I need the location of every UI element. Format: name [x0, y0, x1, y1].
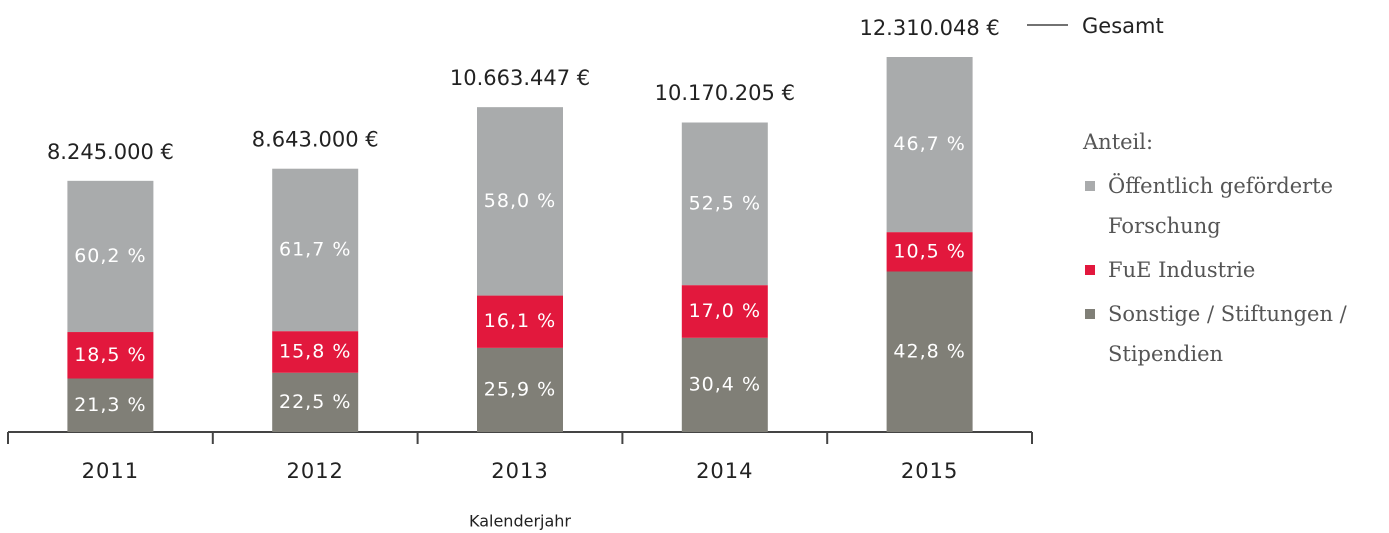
bar-segment	[681, 122, 768, 286]
legend-label: FuE Industrie	[1108, 258, 1256, 282]
bar-segment	[67, 332, 154, 379]
bar-segment	[272, 168, 359, 332]
segment-label: 16,1 %	[484, 310, 556, 332]
segment-label: 22,5 %	[279, 391, 351, 413]
legend-entries: Öffentlich geförderte Forschung FuE Indus…	[1083, 166, 1383, 374]
x-axis-label: Kalenderjahr	[469, 512, 571, 531]
bar-segment	[477, 107, 563, 296]
segment-label: 42,8 %	[893, 340, 965, 362]
segment-label: 10,5 %	[893, 240, 965, 262]
bar-segment	[886, 57, 973, 233]
total-label: 10.170.205 €	[655, 81, 795, 105]
total-label: 10.663.447 €	[450, 66, 590, 90]
legend-label: Sonstige / Stiftungen / Stipendien	[1108, 302, 1347, 366]
total-label: 8.245.000 €	[47, 140, 174, 164]
legend: Anteil: Öffentlich geförderte Forschung F…	[1083, 122, 1383, 374]
bar-segment	[681, 337, 768, 432]
x-tick-label: 2015	[901, 459, 958, 483]
bar-segment	[681, 285, 768, 338]
legend-entry: FuE Industrie	[1083, 250, 1383, 290]
bar-segment	[886, 232, 973, 272]
bar-segment	[886, 271, 973, 432]
bar-segment	[67, 378, 154, 432]
segment-label: 52,5 %	[689, 192, 761, 214]
total-label: 8.643.000 €	[252, 128, 379, 152]
segment-label: 61,7 %	[279, 238, 351, 260]
bar-segment	[67, 180, 154, 333]
x-tick-label: 2011	[82, 459, 139, 483]
segment-label: 17,0 %	[689, 300, 761, 322]
legend-swatch	[1085, 181, 1095, 191]
x-tick-label: 2014	[696, 459, 753, 483]
segment-label: 21,3 %	[74, 394, 146, 416]
segment-label: 30,4 %	[689, 373, 761, 395]
x-tick-label: 2013	[491, 459, 548, 483]
segment-label: 60,2 %	[74, 245, 146, 267]
legend-swatch	[1085, 265, 1095, 275]
legend-label: Öffentlich geförderte Forschung	[1108, 174, 1334, 238]
segment-label: 46,7 %	[893, 133, 965, 155]
bar-segment	[477, 295, 563, 348]
bar-segment	[272, 331, 359, 373]
annotation: Gesamt	[1082, 14, 1164, 38]
bar-segment	[477, 347, 563, 432]
total-label: 12.310.048 €	[859, 16, 999, 40]
legend-entry: Öffentlich geförderte Forschung	[1083, 166, 1383, 246]
segment-label: 18,5 %	[74, 344, 146, 366]
legend-title: Anteil:	[1083, 130, 1154, 154]
segment-label: 58,0 %	[484, 190, 556, 212]
legend-swatch	[1085, 309, 1095, 319]
bar-segment	[272, 372, 359, 432]
segment-label: 15,8 %	[279, 340, 351, 362]
x-tick-label: 2012	[286, 459, 343, 483]
segment-label: 25,9 %	[484, 378, 556, 400]
legend-entry: Sonstige / Stiftungen / Stipendien	[1083, 294, 1383, 374]
